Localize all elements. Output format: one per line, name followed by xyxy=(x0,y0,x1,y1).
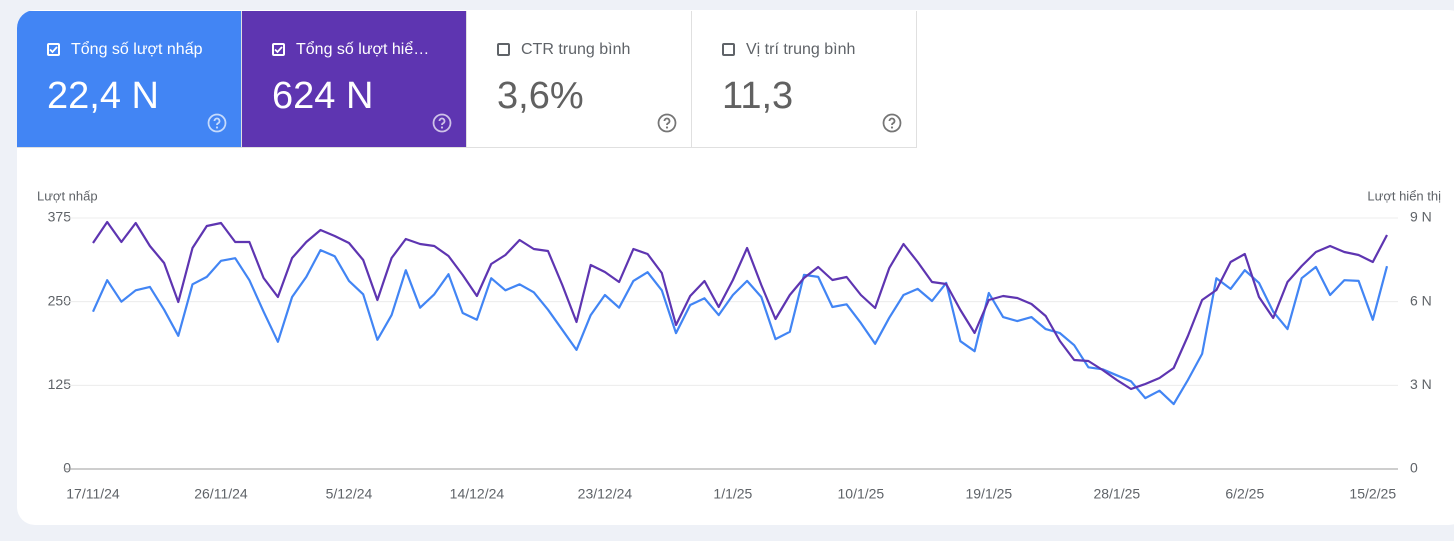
metric-value: 11,3 xyxy=(722,75,794,117)
x-tick-label: 28/1/25 xyxy=(1093,486,1140,502)
y2-tick-label: 3 N xyxy=(1410,376,1432,392)
x-tick-label: 15/2/25 xyxy=(1349,486,1396,502)
checkbox[interactable] xyxy=(272,43,285,56)
chart: Lượt nhấp Lượt hiển thị 0 125 250 375 0 3 N 6 … xyxy=(37,188,1441,502)
metric-label: Tổng số lượt hiể… xyxy=(296,41,430,58)
help-icon[interactable] xyxy=(431,112,453,134)
metric-label: Vị trí trung bình xyxy=(746,41,856,58)
help-icon[interactable] xyxy=(206,112,228,134)
x-tick-label: 10/1/25 xyxy=(838,486,885,502)
metric-tile[interactable]: Tổng số lượt hiể… 624 N xyxy=(242,11,467,148)
checkbox[interactable] xyxy=(497,43,510,56)
metric-tile[interactable]: CTR trung bình 3,6% xyxy=(467,11,692,148)
checkbox[interactable] xyxy=(722,43,735,56)
metric-label: Tổng số lượt nhấp xyxy=(71,41,203,58)
x-tick-label: 26/11/24 xyxy=(194,486,248,502)
y-tick-label: 0 xyxy=(63,460,71,476)
series-line xyxy=(91,249,1389,406)
x-tick-label: 1/1/25 xyxy=(713,486,752,502)
y-tick-label: 125 xyxy=(48,376,72,392)
y2-tick-label: 9 N xyxy=(1410,209,1432,225)
metric-tile[interactable]: Tổng số lượt nhấp 22,4 N xyxy=(17,11,242,148)
x-tick-label: 23/12/24 xyxy=(578,486,633,502)
performance-card: Tổng số lượt nhấp 22,4 N Tổng số lượt hiể…… xyxy=(17,10,1454,525)
y-tick-label: 375 xyxy=(48,209,72,225)
series-line xyxy=(92,220,1388,391)
y2-tick-label: 0 xyxy=(1410,460,1418,476)
x-tick-label: 5/12/24 xyxy=(326,486,373,502)
metric-tile[interactable]: Vị trí trung bình 11,3 xyxy=(692,11,917,148)
help-icon[interactable] xyxy=(881,112,903,134)
metric-value: 624 N xyxy=(272,75,374,117)
check-mark xyxy=(49,46,58,54)
y-axis-label: Lượt nhấp xyxy=(37,188,98,203)
y2-axis-label: Lượt hiển thị xyxy=(1367,188,1441,203)
x-tick-label: 14/12/24 xyxy=(450,486,505,502)
check-mark xyxy=(274,46,283,54)
y-tick-label: 250 xyxy=(48,292,72,308)
y2-tick-label: 6 N xyxy=(1410,292,1432,308)
x-tick-label: 19/1/25 xyxy=(965,486,1012,502)
checkbox[interactable] xyxy=(47,43,60,56)
help-icon[interactable] xyxy=(656,112,678,134)
metric-label: CTR trung bình xyxy=(521,41,631,58)
metric-value: 3,6% xyxy=(497,75,584,117)
x-tick-label: 17/11/24 xyxy=(66,486,120,502)
x-tick-label: 6/2/25 xyxy=(1225,486,1264,502)
metric-value: 22,4 N xyxy=(47,75,159,117)
